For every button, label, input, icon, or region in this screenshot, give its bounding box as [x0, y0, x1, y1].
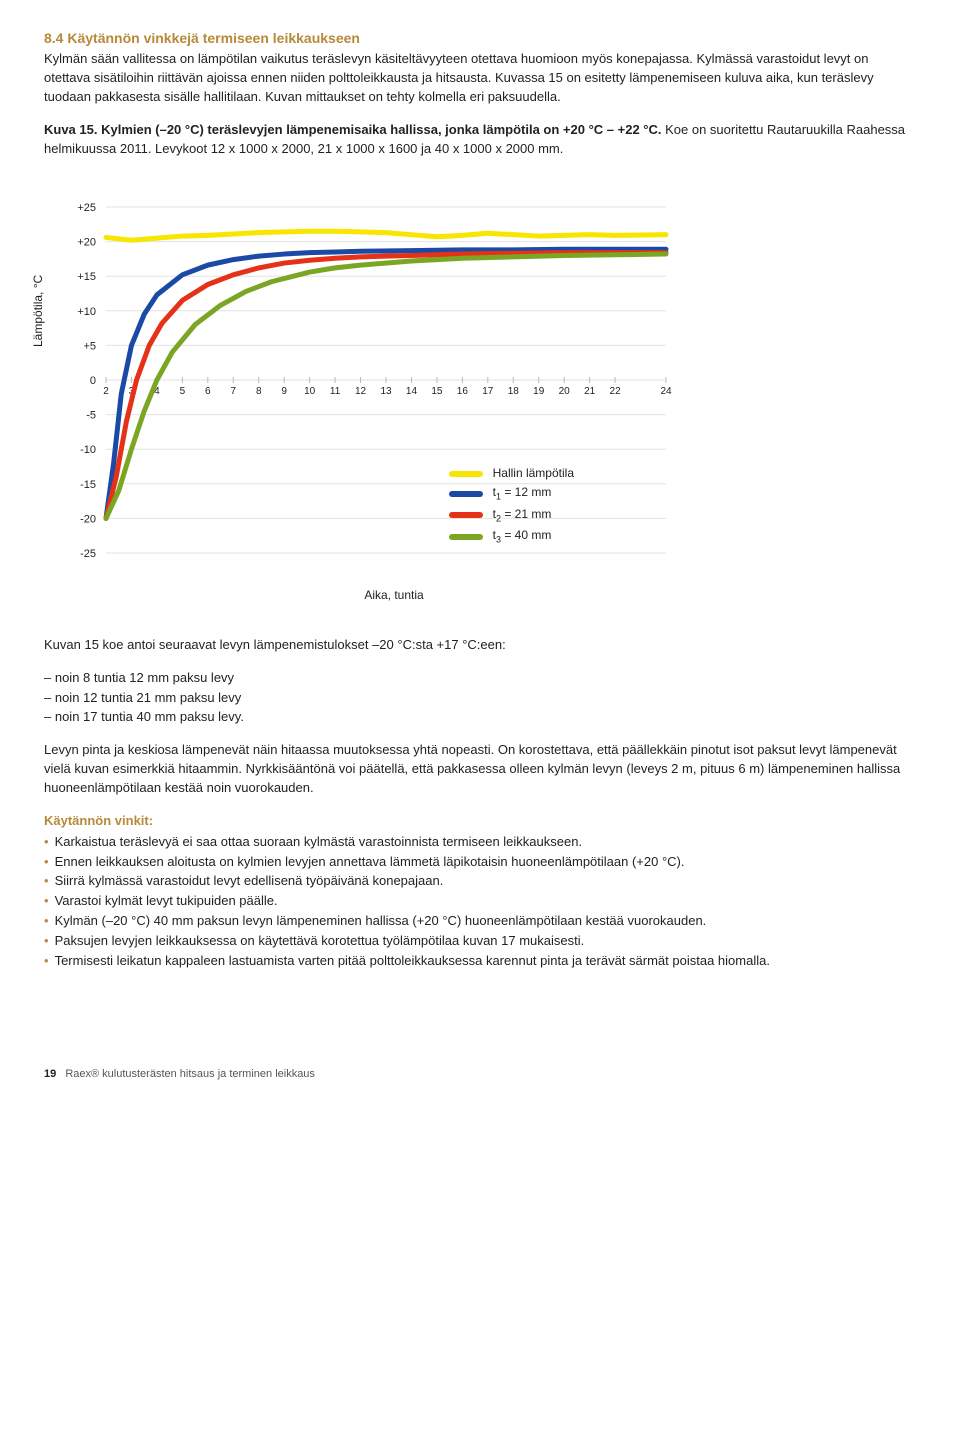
- tip-text: Karkaistua teräslevyä ei saa ottaa suora…: [55, 833, 583, 852]
- legend-label: t3 = 40 mm: [493, 527, 552, 546]
- tip-item: • Karkaistua teräslevyä ei saa ottaa suor…: [44, 833, 916, 852]
- svg-text:6: 6: [205, 386, 211, 397]
- svg-text:16: 16: [457, 386, 469, 397]
- svg-text:14: 14: [406, 386, 418, 397]
- svg-text:+15: +15: [77, 271, 96, 283]
- svg-text:20: 20: [559, 386, 571, 397]
- bullet-icon: •: [44, 872, 49, 891]
- chart-legend: Hallin lämpötila t1 = 12 mm t2 = 21 mm t3 =…: [449, 465, 574, 549]
- svg-text:+10: +10: [77, 305, 96, 317]
- tip-text: Paksujen levyjen leikkauksessa on käytet…: [55, 932, 585, 951]
- page-footer: 19 Raex® kulutusterästen hitsaus ja term…: [44, 1067, 916, 1083]
- tip-item: • Varastoi kylmät levyt tukipuiden pääll…: [44, 892, 916, 911]
- legend-label: t2 = 21 mm: [493, 506, 552, 525]
- tip-item: • Siirrä kylmässä varastoidut levyt edell…: [44, 872, 916, 891]
- svg-text:0: 0: [90, 375, 96, 387]
- legend-item: Hallin lämpötila: [449, 465, 574, 482]
- svg-text:-20: -20: [80, 513, 96, 525]
- svg-text:-5: -5: [86, 409, 96, 421]
- svg-text:10: 10: [304, 386, 316, 397]
- svg-text:9: 9: [281, 386, 287, 397]
- svg-text:13: 13: [380, 386, 392, 397]
- svg-text:+5: +5: [83, 340, 96, 352]
- legend-swatch: [449, 534, 483, 540]
- legend-label: t1 = 12 mm: [493, 484, 552, 503]
- svg-text:24: 24: [660, 386, 672, 397]
- svg-text:7: 7: [230, 386, 236, 397]
- bullet-icon: •: [44, 853, 49, 872]
- svg-text:22: 22: [610, 386, 622, 397]
- bullet-icon: •: [44, 952, 49, 971]
- legend-swatch: [449, 491, 483, 497]
- tip-text: Kylmän (–20 °C) 40 mm paksun levyn lämpe…: [55, 912, 707, 931]
- list-item: – noin 8 tuntia 12 mm paksu levy: [44, 669, 916, 688]
- caption-bold: Kuva 15. Kylmien (–20 °C) teräslevyjen l…: [44, 122, 661, 137]
- legend-item: t1 = 12 mm: [449, 484, 574, 503]
- svg-text:19: 19: [533, 386, 545, 397]
- figure-caption: Kuva 15. Kylmien (–20 °C) teräslevyjen l…: [44, 121, 916, 159]
- list-item: – noin 17 tuntia 40 mm paksu levy.: [44, 708, 916, 727]
- legend-item: t2 = 21 mm: [449, 506, 574, 525]
- legend-label: Hallin lämpötila: [493, 465, 574, 482]
- x-axis-label: Aika, tuntia: [104, 587, 684, 604]
- svg-text:2: 2: [103, 386, 109, 397]
- tip-text: Termisesti leikatun kappaleen lastuamist…: [55, 952, 770, 971]
- section-title: 8.4 Käytännön vinkkejä termiseen leikkau…: [44, 28, 916, 48]
- legend-swatch: [449, 471, 483, 477]
- tip-item: • Termisesti leikatun kappaleen lastuamis…: [44, 952, 916, 971]
- svg-text:15: 15: [431, 386, 443, 397]
- svg-text:12: 12: [355, 386, 367, 397]
- results-intro: Kuvan 15 koe antoi seuraavat levyn lämpe…: [44, 636, 916, 655]
- svg-text:8: 8: [256, 386, 262, 397]
- bullet-icon: •: [44, 892, 49, 911]
- legend-swatch: [449, 512, 483, 518]
- svg-text:-15: -15: [80, 478, 96, 490]
- intro-paragraph: Kylmän sään vallitessa on lämpötilan vai…: [44, 50, 916, 107]
- y-axis-label: Lämpötila, °C: [30, 274, 47, 346]
- svg-text:+25: +25: [77, 202, 96, 214]
- svg-text:+20: +20: [77, 236, 96, 248]
- line-chart: +25+20+15+10+50-5-10-15-20-2523456789101…: [44, 197, 684, 577]
- bullet-icon: •: [44, 833, 49, 852]
- bullet-icon: •: [44, 912, 49, 931]
- paragraph-2: Levyn pinta ja keskiosa lämpenevät näin …: [44, 741, 916, 798]
- list-item: – noin 12 tuntia 21 mm paksu levy: [44, 689, 916, 708]
- svg-text:-10: -10: [80, 444, 96, 456]
- tips-list: • Karkaistua teräslevyä ei saa ottaa suor…: [44, 833, 916, 971]
- tip-text: Varastoi kylmät levyt tukipuiden päälle.: [55, 892, 278, 911]
- tip-text: Ennen leikkauksen aloitusta on kylmien l…: [55, 853, 685, 872]
- tip-item: • Ennen leikkauksen aloitusta on kylmien …: [44, 853, 916, 872]
- bullet-icon: •: [44, 932, 49, 951]
- svg-text:-25: -25: [80, 548, 96, 560]
- tips-title: Käytännön vinkit:: [44, 812, 916, 831]
- legend-item: t3 = 40 mm: [449, 527, 574, 546]
- svg-text:18: 18: [508, 386, 520, 397]
- svg-text:17: 17: [482, 386, 494, 397]
- tip-item: • Kylmän (–20 °C) 40 mm paksun levyn läm…: [44, 912, 916, 931]
- svg-text:21: 21: [584, 386, 596, 397]
- results-list: – noin 8 tuntia 12 mm paksu levy– noin 1…: [44, 669, 916, 728]
- tip-item: • Paksujen levyjen leikkauksessa on käyt…: [44, 932, 916, 951]
- footer-title: Raex® kulutusterästen hitsaus ja termine…: [65, 1068, 315, 1080]
- svg-text:5: 5: [180, 386, 186, 397]
- tip-text: Siirrä kylmässä varastoidut levyt edelli…: [55, 872, 444, 891]
- svg-text:11: 11: [330, 386, 341, 397]
- page-number: 19: [44, 1068, 56, 1080]
- chart-container: Lämpötila, °C +25+20+15+10+50-5-10-15-20…: [44, 197, 684, 604]
